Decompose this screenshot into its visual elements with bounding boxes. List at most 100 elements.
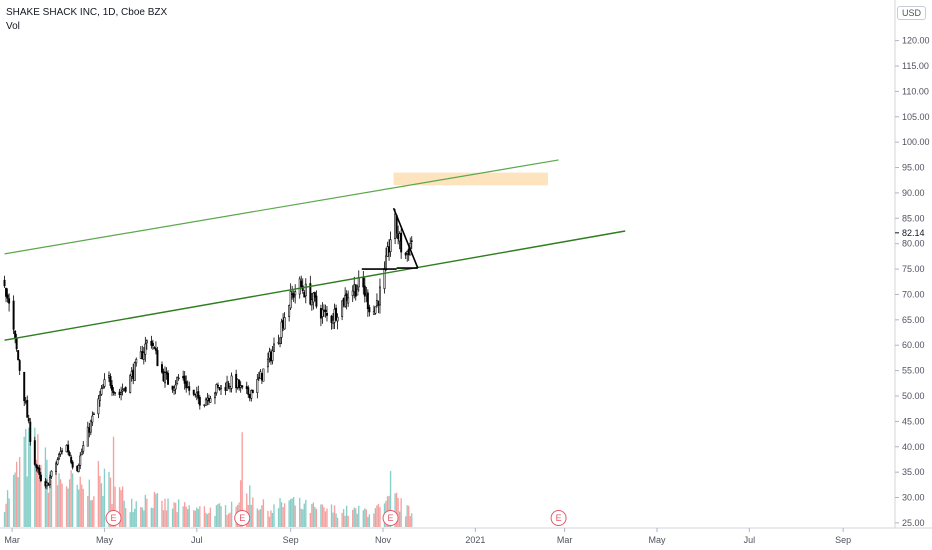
volume-bar bbox=[102, 495, 104, 527]
volume-bar bbox=[188, 505, 190, 527]
volume-bar bbox=[206, 514, 209, 527]
volume-bar bbox=[153, 491, 156, 527]
candle-body bbox=[195, 392, 198, 397]
candle-body bbox=[300, 280, 303, 287]
volume-bar bbox=[99, 475, 101, 527]
volume-bar bbox=[364, 508, 366, 527]
volume-bar bbox=[300, 508, 302, 527]
earnings-label: E bbox=[239, 513, 245, 523]
candle-body bbox=[310, 299, 313, 306]
candle-body bbox=[133, 362, 136, 381]
candle-body bbox=[59, 451, 62, 455]
volume-bar bbox=[323, 507, 325, 527]
candle-body bbox=[269, 352, 272, 362]
candle-body bbox=[335, 307, 338, 320]
candle-body bbox=[315, 295, 318, 307]
volume-legend[interactable]: Vol bbox=[6, 21, 20, 32]
volume-bar bbox=[185, 506, 187, 527]
price-tick-label: 75.00 bbox=[902, 264, 925, 274]
candle-body bbox=[44, 481, 47, 487]
volume-bar bbox=[241, 432, 243, 527]
candle-body bbox=[17, 350, 20, 361]
candle-body bbox=[410, 240, 413, 242]
candle-body bbox=[132, 369, 135, 380]
candle-body bbox=[229, 386, 232, 390]
candle-body bbox=[141, 351, 144, 360]
candle-body bbox=[192, 389, 195, 395]
pennant-upper-line bbox=[392, 207, 419, 269]
volume-bar bbox=[270, 510, 272, 527]
candle-body bbox=[154, 348, 157, 351]
candle-body bbox=[165, 371, 168, 375]
volume-bar bbox=[28, 427, 30, 527]
candle-body bbox=[377, 300, 380, 306]
price-tick-label: 70.00 bbox=[902, 289, 925, 299]
volume-bar bbox=[100, 483, 103, 527]
channel-lower-trendline bbox=[4, 230, 626, 341]
candle-body bbox=[194, 393, 197, 396]
volume-bar bbox=[374, 508, 377, 527]
volume-bar bbox=[121, 486, 124, 527]
volume-bar bbox=[184, 502, 186, 527]
volume-bar bbox=[124, 507, 127, 527]
candle-body bbox=[342, 298, 345, 306]
candle-body bbox=[245, 386, 248, 389]
candle-body bbox=[256, 379, 259, 393]
candle-body bbox=[204, 399, 207, 406]
candle-body bbox=[97, 398, 100, 415]
candle-body bbox=[330, 315, 333, 323]
volume-bar bbox=[262, 499, 265, 527]
volume-bar bbox=[76, 484, 78, 527]
volume-bar bbox=[400, 498, 402, 527]
volume-bar bbox=[112, 436, 115, 527]
candle-body bbox=[112, 390, 115, 394]
volume-bar bbox=[56, 485, 59, 527]
candle-body bbox=[39, 474, 42, 482]
candle-body bbox=[247, 387, 250, 395]
volume-bar bbox=[365, 509, 368, 527]
volume-bar bbox=[355, 508, 357, 527]
candle-body bbox=[129, 375, 132, 393]
volume-bar bbox=[379, 507, 381, 527]
candle-body bbox=[351, 290, 354, 296]
time-tick-label: Sep bbox=[283, 535, 299, 545]
candle-body bbox=[188, 386, 191, 391]
earnings-label: E bbox=[556, 513, 562, 523]
candle-body bbox=[241, 385, 244, 388]
volume-bar bbox=[177, 499, 180, 527]
candle-body bbox=[407, 248, 410, 256]
volume-bar bbox=[347, 515, 349, 527]
candle-body bbox=[378, 286, 381, 306]
volume-bar bbox=[367, 516, 369, 527]
candle-body bbox=[332, 319, 335, 324]
candle-body bbox=[353, 284, 356, 293]
candle-body bbox=[120, 392, 123, 395]
candle-body bbox=[50, 470, 53, 477]
candle-body bbox=[124, 386, 127, 392]
volume-bar bbox=[267, 510, 269, 527]
volume-bar bbox=[97, 461, 100, 527]
candle-body bbox=[88, 427, 91, 433]
symbol-title[interactable]: SHAKE SHACK INC, 1D, Cboe BZX bbox=[6, 7, 168, 18]
trend-drawings[interactable] bbox=[4, 159, 626, 341]
candle-body bbox=[24, 401, 27, 403]
candle-body bbox=[12, 300, 15, 330]
volume-bar bbox=[344, 515, 346, 527]
candle-body bbox=[171, 385, 174, 390]
volume-bar bbox=[214, 515, 216, 527]
candle-body bbox=[398, 233, 401, 242]
time-tick-label: Jul bbox=[744, 535, 756, 545]
volume-bar bbox=[205, 512, 207, 527]
candle-body bbox=[298, 278, 301, 295]
volume-bar bbox=[324, 511, 327, 527]
candle-body bbox=[80, 451, 83, 456]
volume-bar bbox=[309, 512, 312, 527]
price-tick-label: 115.00 bbox=[902, 61, 929, 71]
candle-body bbox=[197, 391, 200, 399]
candle-body bbox=[294, 291, 297, 296]
currency-button[interactable]: USD bbox=[896, 6, 926, 20]
volume-bar bbox=[336, 517, 339, 527]
volume-bar bbox=[144, 494, 147, 527]
